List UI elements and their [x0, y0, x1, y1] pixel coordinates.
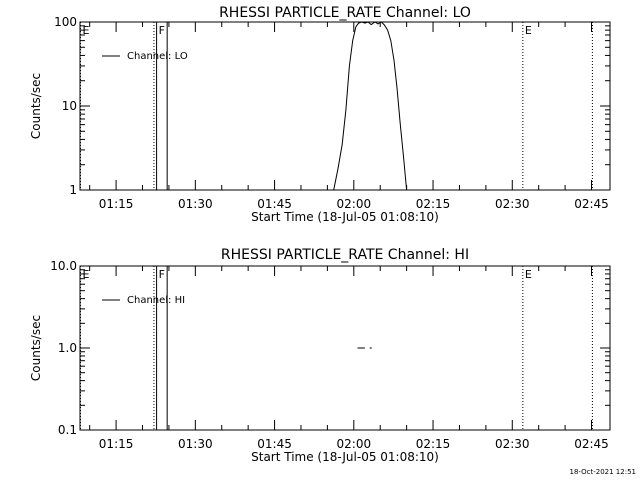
y-tick-label: 10	[62, 99, 77, 113]
y-tick-label: 1	[69, 183, 77, 197]
x-tick-label: 01:15	[99, 197, 134, 211]
plot-frame	[79, 21, 611, 191]
y-tick-label: 10.0	[50, 259, 77, 273]
x-tick-label: 01:30	[178, 197, 213, 211]
y-tick-label: 0.1	[58, 423, 77, 437]
marker-label: E	[83, 268, 90, 281]
marker-label: F	[159, 24, 165, 37]
marker-label: F	[159, 268, 165, 281]
legend-label: Channel: LO	[127, 51, 188, 62]
x-tick-label: 01:45	[257, 197, 292, 211]
y-tick-label: 1.0	[58, 341, 77, 355]
x-tick-label: 02:00	[337, 197, 372, 211]
y-tick-label: 100	[54, 15, 77, 29]
x-axis-label: Start Time (18-Jul-05 01:08:10)	[251, 450, 439, 464]
x-tick-label: 02:30	[495, 197, 530, 211]
plot-timestamp: 18-Oct-2021 12:51	[569, 468, 636, 476]
chart-title: RHESSI PARTICLE_RATE Channel: LO	[219, 5, 471, 21]
x-tick-label: 01:45	[257, 437, 292, 451]
x-tick-label: 01:15	[99, 437, 134, 451]
x-tick-label: 01:30	[178, 437, 213, 451]
y-axis-label: Counts/sec	[29, 315, 43, 381]
chart-title: RHESSI PARTICLE_RATE Channel: HI	[221, 247, 469, 263]
x-tick-label: 02:00	[337, 437, 372, 451]
plot-frame	[79, 265, 611, 431]
series-line	[333, 21, 408, 191]
legend-label: Channel: HI	[127, 295, 185, 306]
x-tick-label: 02:15	[416, 437, 451, 451]
x-axis-label: Start Time (18-Jul-05 01:08:10)	[251, 210, 439, 224]
marker-label: E	[525, 268, 532, 281]
y-axis-label: Counts/sec	[29, 73, 43, 139]
x-tick-label: 02:45	[574, 197, 609, 211]
marker-label: E	[83, 24, 90, 37]
marker-label: E	[525, 24, 532, 37]
x-tick-label: 02:45	[574, 437, 609, 451]
x-tick-label: 02:30	[495, 437, 530, 451]
x-tick-label: 02:15	[416, 197, 451, 211]
